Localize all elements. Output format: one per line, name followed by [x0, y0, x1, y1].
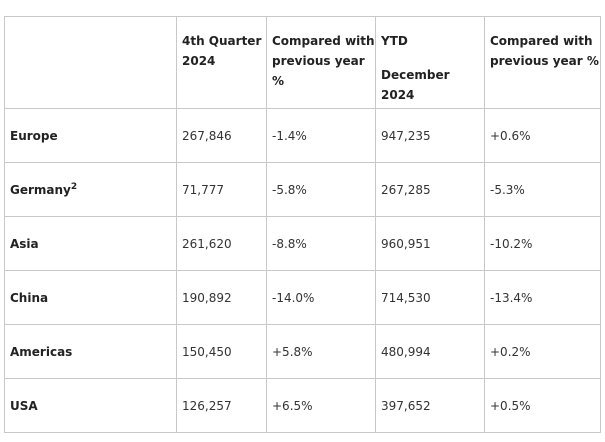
ytd-change-cell: +0.2%	[484, 324, 601, 379]
region-label: Europe	[10, 128, 58, 143]
q4-value-cell: 261,620	[176, 216, 267, 271]
q4-value-cell: 126,257	[176, 378, 267, 433]
header-ytd-line2: December 2024	[381, 68, 450, 102]
q4-change-cell: -5.8%	[266, 162, 376, 217]
q4-value-cell: 267,846	[176, 108, 267, 163]
ytd-change-cell: +0.5%	[484, 378, 601, 433]
region-cell: Europe	[4, 108, 177, 163]
region-cell: Asia	[4, 216, 177, 271]
table-row: Europe 267,846 -1.4% 947,235 +0.6%	[4, 108, 601, 163]
header-q4-line1: 4th Quarter	[182, 34, 262, 48]
ytd-change-cell: -5.3%	[484, 162, 601, 217]
region-cell: China	[4, 270, 177, 325]
q4-value-cell: 150,450	[176, 324, 267, 379]
header-ytd-line1: YTD	[381, 34, 408, 48]
region-label: Asia	[10, 236, 39, 251]
region-cell: USA	[4, 378, 177, 433]
header-q4-line2: 2024	[182, 54, 216, 68]
q4-change-cell: -14.0%	[266, 270, 376, 325]
region-cell: Americas	[4, 324, 177, 379]
header-cell-q4-change: Compared with previous year %	[266, 16, 376, 109]
ytd-value-cell: 480,994	[375, 324, 485, 379]
ytd-value-cell: 960,951	[375, 216, 485, 271]
ytd-change-cell: -13.4%	[484, 270, 601, 325]
ytd-value-cell: 267,285	[375, 162, 485, 217]
table-row: Americas 150,450 +5.8% 480,994 +0.2%	[4, 324, 601, 379]
header-cell-q4: 4th Quarter 2024	[176, 16, 267, 109]
table-row: Germany2 71,777 -5.8% 267,285 -5.3%	[4, 162, 601, 217]
header-q4-change-line1: Compared with	[272, 34, 375, 48]
header-cell-empty	[4, 16, 177, 109]
q4-value-cell: 71,777	[176, 162, 267, 217]
header-cell-ytd-change: Compared with previous year %	[484, 16, 601, 109]
sales-table: 4th Quarter 2024 Compared with previous …	[4, 16, 601, 433]
header-ytd-change-line1: Compared with	[490, 34, 593, 48]
region-label: China	[10, 290, 49, 305]
region-label: Germany	[10, 182, 71, 197]
table-row: Asia 261,620 -8.8% 960,951 -10.2%	[4, 216, 601, 271]
header-cell-ytd: YTD December 2024	[375, 16, 485, 109]
q4-change-cell: -1.4%	[266, 108, 376, 163]
q4-change-cell: -8.8%	[266, 216, 376, 271]
ytd-value-cell: 947,235	[375, 108, 485, 163]
ytd-value-cell: 714,530	[375, 270, 485, 325]
q4-value-cell: 190,892	[176, 270, 267, 325]
region-label: Americas	[10, 344, 73, 359]
ytd-change-cell: +0.6%	[484, 108, 601, 163]
region-label: USA	[10, 398, 38, 413]
footnote-marker: 2	[70, 181, 78, 192]
table-row: China 190,892 -14.0% 714,530 -13.4%	[4, 270, 601, 325]
q4-change-cell: +5.8%	[266, 324, 376, 379]
table-row: USA 126,257 +6.5% 397,652 +0.5%	[4, 378, 601, 433]
region-cell: Germany2	[4, 162, 177, 217]
ytd-value-cell: 397,652	[375, 378, 485, 433]
header-q4-change-line2: previous year %	[272, 54, 365, 88]
ytd-change-cell: -10.2%	[484, 216, 601, 271]
header-ytd-change-line2: previous year %	[490, 54, 599, 68]
q4-change-cell: +6.5%	[266, 378, 376, 433]
table-header-row: 4th Quarter 2024 Compared with previous …	[4, 16, 601, 109]
